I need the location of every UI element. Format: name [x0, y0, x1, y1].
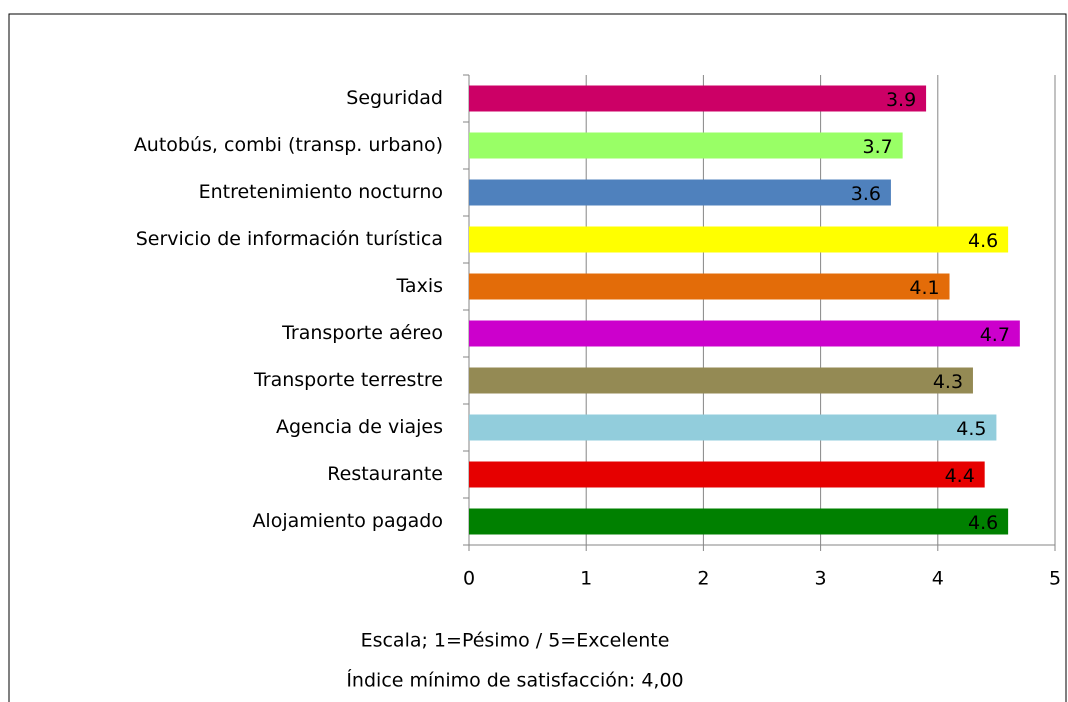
bar: [469, 226, 1009, 253]
bar: [469, 508, 1009, 535]
data-label: 4.4: [945, 465, 975, 487]
data-label: 3.6: [851, 183, 881, 205]
data-label: 4.6: [968, 230, 998, 252]
y-tick-label: Taxis: [395, 275, 443, 297]
y-tick-label: Entretenimiento nocturno: [199, 181, 443, 203]
y-tick-label: Restaurante: [327, 463, 443, 485]
bar: [469, 132, 903, 159]
data-label: 4.7: [980, 324, 1010, 346]
bar: [469, 85, 927, 112]
x-tick-label: 4: [932, 568, 944, 590]
y-tick-label: Autobús, combi (transp. urbano): [134, 134, 443, 156]
y-tick-label: Agencia de viajes: [276, 416, 443, 438]
data-label: 3.9: [886, 89, 916, 111]
y-tick-label: Transporte terrestre: [253, 369, 443, 391]
y-tick-label: Servicio de información turística: [136, 228, 443, 250]
annotation: Escala; 1=Pésimo / 5=Excelente: [361, 630, 670, 652]
bar: [469, 367, 973, 394]
data-label: 4.1: [909, 277, 939, 299]
bar: [469, 320, 1020, 347]
data-label: 3.7: [863, 136, 893, 158]
data-label: 4.6: [968, 512, 998, 534]
x-tick-label: 0: [463, 568, 475, 590]
x-tick-label: 3: [815, 568, 827, 590]
annotation: Índice mínimo de satisfacción: 4,00: [346, 669, 683, 692]
x-tick-label: 1: [580, 568, 592, 590]
bar: [469, 461, 985, 488]
y-tick-label: Alojamiento pagado: [252, 510, 443, 532]
data-label: 4.5: [956, 418, 986, 440]
x-tick-label: 2: [697, 568, 709, 590]
x-tick-label: 5: [1049, 568, 1061, 590]
chart-frame: [8, 13, 1067, 702]
bar: [469, 179, 891, 206]
bar: [469, 414, 997, 441]
bar: [469, 273, 950, 300]
y-tick-label: Transporte aéreo: [281, 322, 443, 344]
y-tick-label: Seguridad: [346, 87, 443, 109]
data-label: 4.3: [933, 371, 963, 393]
